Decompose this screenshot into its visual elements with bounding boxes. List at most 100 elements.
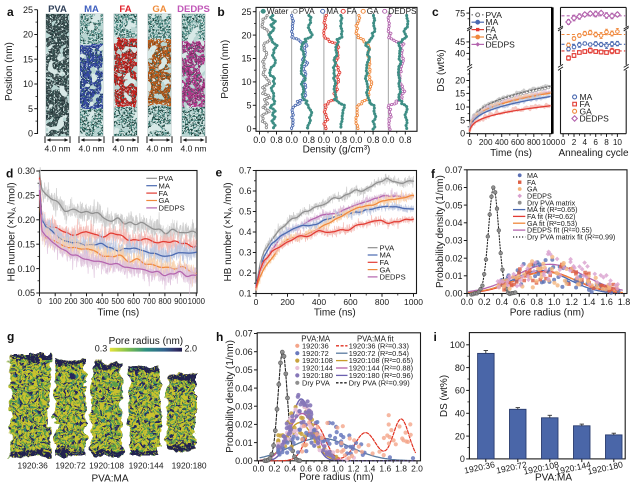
svg-text:600: 600: [511, 138, 525, 147]
svg-text:5: 5: [460, 116, 465, 126]
svg-text:0.2: 0.2: [478, 297, 491, 307]
svg-text:2.0: 2.0: [411, 463, 423, 473]
svg-text:20: 20: [23, 30, 33, 40]
svg-text:MA: MA: [580, 92, 593, 102]
svg-text:PVA:MA fit: PVA:MA fit: [357, 334, 395, 343]
svg-text:Dry PVA matrix: Dry PVA matrix: [527, 198, 576, 207]
svg-text:PVA: PVA: [380, 243, 396, 252]
svg-text:1.8: 1.8: [618, 297, 631, 307]
svg-text:0.3: 0.3: [239, 248, 252, 258]
svg-text:0.01: 0.01: [235, 438, 253, 448]
svg-text:Water: Water: [267, 7, 289, 16]
svg-text:0.01: 0.01: [445, 271, 463, 281]
svg-text:0.6: 0.6: [300, 463, 312, 473]
svg-text:HB number (×NA /mol): HB number (×NA /mol): [7, 182, 19, 281]
svg-text:0.0: 0.0: [350, 135, 363, 145]
svg-text:0: 0: [460, 129, 465, 139]
svg-text:0: 0: [561, 138, 566, 147]
svg-text:0.0: 0.0: [285, 135, 298, 145]
svg-text:DEDPS: DEDPS: [580, 114, 610, 124]
svg-text:Pore radius (nm): Pore radius (nm): [109, 336, 183, 347]
svg-text:600: 600: [127, 297, 141, 306]
svg-text:a: a: [7, 5, 14, 19]
svg-text:0.7: 0.7: [239, 166, 252, 176]
svg-text:0.02: 0.02: [235, 420, 253, 430]
svg-text:i: i: [434, 330, 437, 344]
svg-text:f: f: [431, 167, 436, 181]
svg-text:20: 20: [241, 30, 251, 40]
svg-text:0.8: 0.8: [531, 297, 544, 307]
svg-text:5: 5: [28, 104, 33, 114]
svg-text:FA: FA: [527, 178, 536, 187]
svg-text:0.07: 0.07: [235, 329, 253, 339]
svg-text:1.4: 1.4: [364, 463, 376, 473]
svg-text:Position (nm): Position (nm): [220, 40, 231, 99]
svg-text:300: 300: [80, 297, 94, 306]
svg-text:60: 60: [455, 386, 465, 396]
svg-text:0.8: 0.8: [367, 135, 380, 145]
svg-text:Annealing cycle: Annealing cycle: [558, 148, 628, 159]
svg-text:1920:36: 1920:36: [302, 341, 329, 350]
svg-text:15: 15: [455, 89, 465, 99]
svg-text:500: 500: [111, 297, 125, 306]
svg-text:4.0 nm: 4.0 nm: [45, 144, 71, 154]
svg-text:Time (ns): Time (ns): [490, 148, 532, 159]
svg-text:0.06: 0.06: [235, 347, 253, 357]
svg-text:DEDPS: DEDPS: [527, 192, 552, 201]
svg-text:e: e: [216, 166, 223, 180]
svg-text:400: 400: [312, 297, 326, 307]
svg-text:DEDPS: DEDPS: [380, 273, 406, 282]
svg-text:b: b: [217, 5, 224, 19]
svg-text:15: 15: [23, 54, 33, 64]
svg-text:c: c: [432, 5, 439, 19]
svg-text:0.00: 0.00: [445, 289, 463, 299]
svg-text:1920:180: 1920:180: [302, 371, 333, 380]
svg-text:200: 200: [479, 138, 493, 147]
svg-text:1920:108 (R²=0.65): 1920:108 (R²=0.65): [349, 356, 413, 365]
svg-text:10: 10: [455, 102, 465, 112]
svg-text:1920:108: 1920:108: [302, 356, 333, 365]
svg-text:MA: MA: [380, 251, 392, 260]
svg-text:25: 25: [241, 7, 251, 17]
svg-text:1920:36 (R²=0.33): 1920:36 (R²=0.33): [349, 341, 409, 350]
svg-text:15: 15: [241, 54, 251, 64]
svg-text:DEDPS fit (R²=0.55): DEDPS fit (R²=0.55): [527, 226, 592, 235]
svg-text:4.0 nm: 4.0 nm: [79, 144, 105, 154]
svg-text:10: 10: [23, 79, 33, 89]
svg-text:0.03: 0.03: [235, 401, 253, 411]
svg-text:Dry PVA: Dry PVA: [302, 378, 330, 387]
svg-text:0.10: 0.10: [17, 264, 35, 274]
svg-text:1000: 1000: [188, 297, 206, 306]
svg-text:0.2: 0.2: [268, 463, 280, 473]
svg-text:6: 6: [593, 138, 598, 147]
svg-text:1.0: 1.0: [332, 463, 344, 473]
svg-text:4: 4: [583, 138, 588, 147]
svg-text:0.03: 0.03: [445, 236, 463, 246]
svg-text:PVA: PVA: [48, 4, 67, 15]
svg-text:0: 0: [28, 129, 33, 139]
svg-text:0.8: 0.8: [335, 135, 348, 145]
svg-text:0.0: 0.0: [253, 463, 265, 473]
svg-text:0.00: 0.00: [235, 456, 253, 466]
svg-text:20: 20: [455, 431, 465, 441]
svg-text:0.05: 0.05: [17, 288, 35, 298]
svg-text:2.0: 2.0: [185, 344, 198, 354]
svg-text:MA: MA: [326, 7, 339, 16]
svg-text:0.6: 0.6: [239, 186, 252, 196]
svg-text:10: 10: [613, 138, 623, 147]
svg-text:0.5: 0.5: [239, 207, 252, 217]
svg-text:0.4: 0.4: [284, 463, 296, 473]
svg-text:1.2: 1.2: [348, 463, 360, 473]
svg-text:700: 700: [143, 297, 157, 306]
svg-text:DEDPS: DEDPS: [177, 4, 210, 15]
svg-text:GA fit (R²=0.53): GA fit (R²=0.53): [527, 219, 577, 228]
svg-text:MA: MA: [159, 181, 171, 190]
svg-text:5: 5: [246, 101, 251, 111]
svg-text:75: 75: [455, 8, 465, 18]
svg-text:h: h: [216, 330, 223, 344]
svg-text:Dry PVA matrix fit (R²=0.99): Dry PVA matrix fit (R²=0.99): [527, 233, 615, 242]
svg-text:0: 0: [254, 297, 259, 307]
svg-text:FA: FA: [486, 25, 497, 35]
svg-text:900: 900: [174, 297, 188, 306]
svg-text:600: 600: [343, 297, 357, 307]
